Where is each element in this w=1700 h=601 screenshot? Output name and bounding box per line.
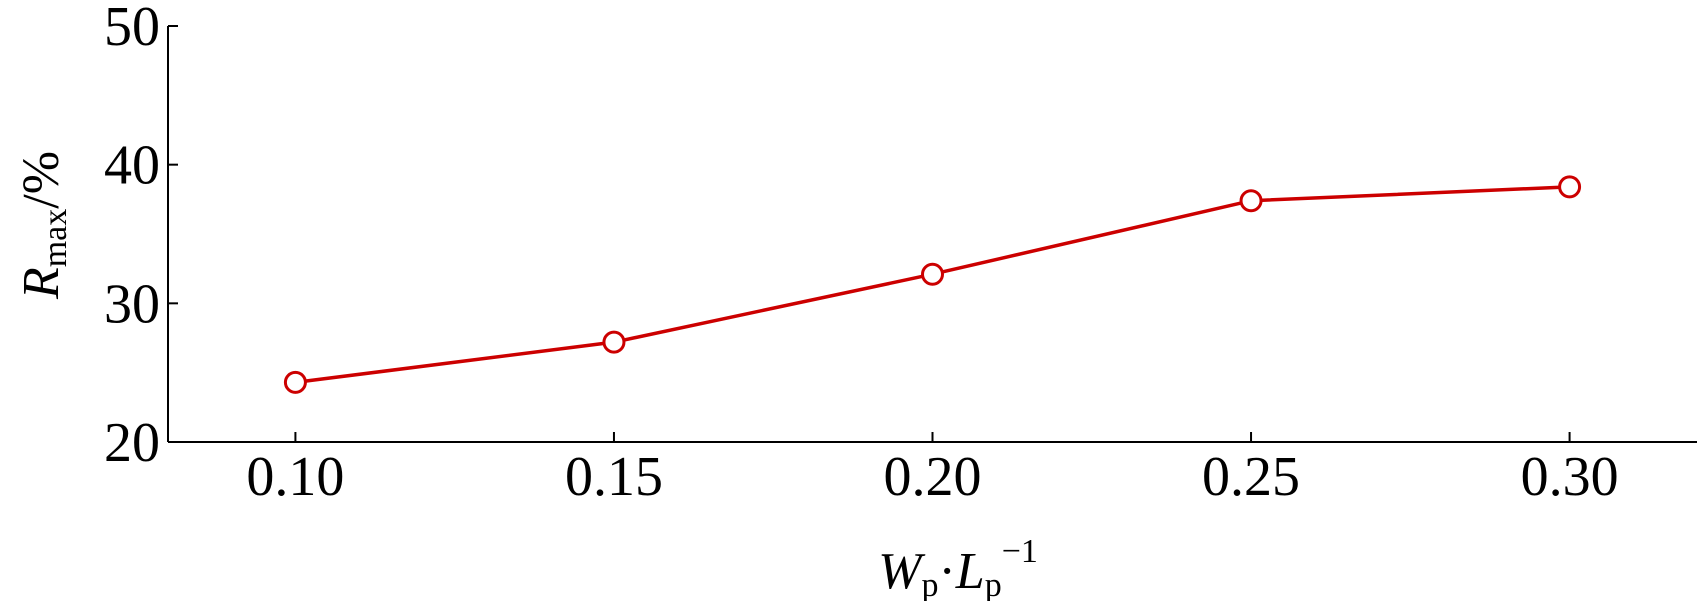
y-title-sub: max [37, 209, 74, 268]
data-point [283, 370, 307, 394]
y-axis-title: Rmax/% [13, 151, 74, 300]
y-tick-label: 30 [104, 273, 160, 335]
x-tick-label: 0.20 [884, 446, 982, 508]
x-tick-label: 0.15 [565, 446, 663, 508]
x-tick-label: 0.10 [246, 446, 344, 508]
data-point [1239, 189, 1263, 213]
x-title-l: L [955, 543, 985, 600]
data-point [602, 330, 626, 354]
x-title-l-sup: −1 [1002, 533, 1038, 570]
x-title-l-sub: p [985, 567, 1002, 601]
data-point [921, 262, 944, 286]
ticks: 20 30 40 50 0.10 0.15 0.20 0.25 0.30 [104, 0, 1619, 508]
series-layer [283, 175, 1582, 394]
y-title-r: R [13, 267, 70, 300]
y-tick-label: 20 [104, 412, 160, 474]
x-axis-title: Wp·Lp−1 [878, 533, 1038, 601]
x-title-dot: · [938, 543, 955, 600]
y-title-unit: /% [13, 151, 70, 209]
x-title-w-sub: p [921, 567, 938, 601]
y-tick-label: 40 [104, 135, 160, 197]
y-tick-label: 50 [104, 0, 160, 58]
x-tick-label: 0.30 [1521, 446, 1619, 508]
x-tick-label: 0.25 [1202, 446, 1300, 508]
axes [167, 26, 1697, 443]
x-title-w: W [878, 543, 926, 600]
data-point [1558, 175, 1582, 199]
